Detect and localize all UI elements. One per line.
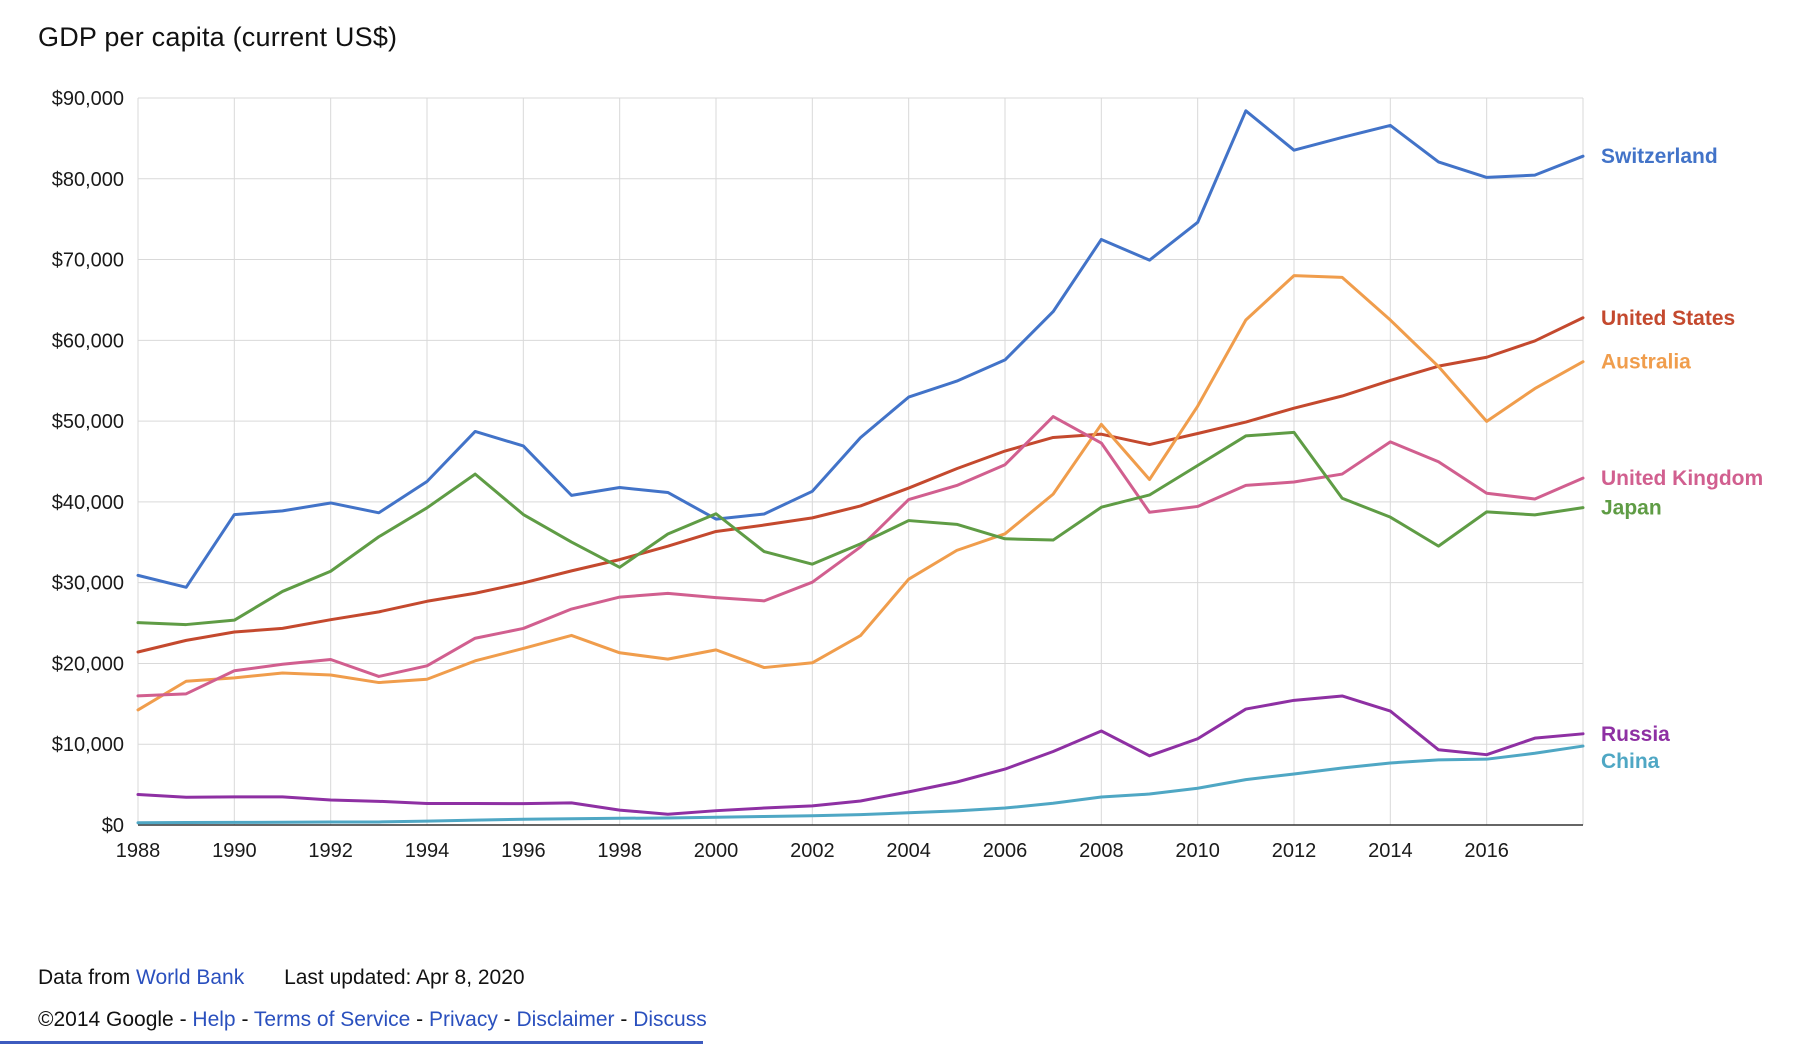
series-line-australia	[136, 274, 1585, 712]
x-axis-tick-label: 2014	[1368, 840, 1413, 862]
disclaimer-link[interactable]: Disclaimer	[516, 1008, 615, 1031]
x-axis-tick-label: 2000	[694, 840, 739, 862]
series-line-china	[136, 744, 1585, 825]
x-axis-tick-label: 1994	[405, 840, 450, 862]
y-axis-tick-label: $60,000	[52, 330, 124, 352]
y-axis-tick-label: $40,000	[52, 492, 124, 514]
x-axis-tick-label: 2016	[1464, 840, 1509, 862]
world-bank-link[interactable]: World Bank	[136, 966, 245, 989]
bottom-border-line	[0, 1041, 703, 1044]
x-axis-tick-label: 1988	[116, 840, 161, 862]
copyright-row: ©2014 Google - Help - Terms of Service -…	[38, 1008, 707, 1032]
x-axis-tick-label: 1990	[212, 840, 257, 862]
y-axis-tick-label: $70,000	[52, 250, 124, 272]
x-axis-tick-label: 1992	[308, 840, 353, 862]
y-axis-tick-label: $20,000	[52, 653, 124, 675]
x-axis-tick-label: 2004	[886, 840, 931, 862]
series-line-united-kingdom	[136, 415, 1585, 698]
series-label-united-states: United States	[1601, 307, 1735, 330]
y-axis-tick-label: $90,000	[52, 88, 124, 110]
x-axis-tick-label: 1998	[597, 840, 642, 862]
copyright-text: ©2014 Google	[38, 1008, 174, 1031]
help-link[interactable]: Help	[192, 1008, 236, 1031]
series-label-australia: Australia	[1601, 351, 1691, 374]
x-axis-tick-label: 2002	[790, 840, 835, 862]
x-axis-tick-label: 2012	[1272, 840, 1317, 862]
series-line-switzerland	[136, 109, 1585, 589]
y-axis-tick-label: $0	[102, 815, 124, 837]
series-line-japan	[136, 430, 1585, 627]
line-chart-svg: $0 $10,000 $20,000 $30,000 $40,000 $50,000 $60…	[52, 88, 1763, 862]
chart-area: $0 $10,000 $20,000 $30,000 $40,000 $50,000 $60…	[8, 68, 1798, 868]
series-label-japan: Japan	[1601, 497, 1662, 520]
last-updated-text: Last updated: Apr 8, 2020	[284, 966, 525, 989]
y-axis-tick-label: $30,000	[52, 573, 124, 595]
series-label-china: China	[1601, 750, 1660, 773]
x-axis-tick-label: 2010	[1175, 840, 1220, 862]
series-line-russia	[136, 694, 1585, 816]
series-line-united-states	[136, 316, 1585, 654]
footer-links: - Help - Terms of Service - Privacy - Di…	[173, 1008, 707, 1031]
data-source-row: Data from World Bank Last updated: Apr 8…	[38, 966, 525, 990]
y-axis-tick-label: $50,000	[52, 411, 124, 433]
x-axis-tick-label: 1996	[501, 840, 546, 862]
chart-title: GDP per capita (current US$)	[38, 22, 398, 52]
x-axis-tick-label: 2006	[983, 840, 1028, 862]
series-label-switzerland: Switzerland	[1601, 145, 1718, 168]
terms-of-service-link[interactable]: Terms of Service	[253, 1008, 411, 1031]
data-from-label: Data from	[38, 966, 131, 989]
y-axis-tick-label: $10,000	[52, 734, 124, 756]
privacy-link[interactable]: Privacy	[428, 1008, 498, 1031]
discuss-link[interactable]: Discuss	[633, 1008, 707, 1031]
series-label-russia: Russia	[1601, 723, 1670, 746]
series-label-united-kingdom: United Kingdom	[1601, 467, 1763, 490]
y-axis-tick-label: $80,000	[52, 169, 124, 191]
x-axis-tick-label: 2008	[1079, 840, 1124, 862]
